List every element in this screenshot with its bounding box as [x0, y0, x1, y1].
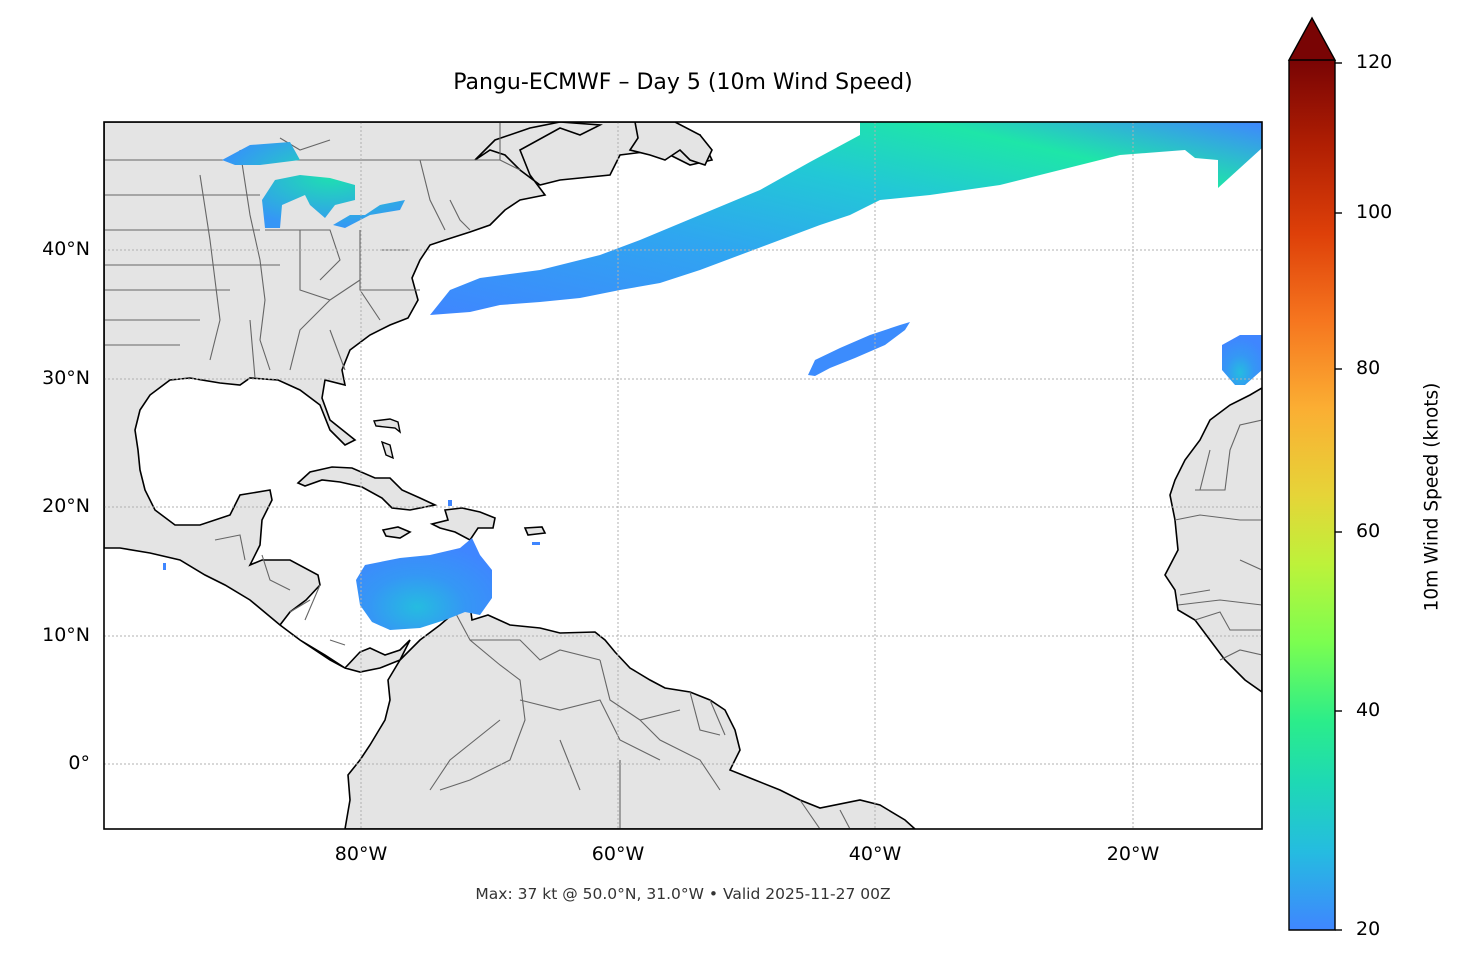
x-tick-60w: 60°W — [591, 843, 645, 865]
colorbar-tick-80: 80 — [1356, 357, 1381, 379]
africa-land — [1164, 387, 1262, 693]
y-tick-40n: 40°N — [42, 238, 90, 260]
colorbar-tick-40: 40 — [1356, 699, 1381, 721]
jamaica-land — [381, 526, 412, 539]
colorbar-tick-20: 20 — [1356, 918, 1381, 940]
wind-caribbean — [356, 538, 492, 630]
wind-great-lakes — [222, 142, 405, 228]
y-tick-30n: 30°N — [42, 367, 90, 389]
map-panel — [104, 122, 1262, 829]
wind-central-atlantic — [808, 322, 910, 376]
state-borders — [104, 122, 1262, 829]
hispaniola-land — [429, 507, 496, 542]
colorbar-extend-arrow — [1287, 16, 1337, 61]
x-tick-80w: 80°W — [334, 843, 388, 865]
y-tick-20n: 20°N — [42, 495, 90, 517]
gridlines — [104, 122, 1262, 829]
north-america-land — [104, 122, 714, 673]
wind-jet-band — [430, 122, 1262, 315]
colorbar — [1287, 16, 1342, 931]
newfoundland-land — [628, 122, 713, 166]
wind-speed-overlay — [163, 122, 1262, 630]
map-frame — [103, 121, 1263, 830]
max-wind-caption: Max: 37 kt @ 50.0°N, 31.0°W • Valid 2025… — [475, 885, 891, 903]
colorbar-tick-120: 120 — [1356, 51, 1393, 73]
colorbar-label: 10m Wind Speed (knots) — [1421, 382, 1443, 612]
y-tick-0: 0° — [68, 752, 90, 774]
cuba-land — [296, 466, 438, 511]
chart-title: Pangu-ECMWF – Day 5 (10m Wind Speed) — [453, 70, 913, 95]
south-america-land — [344, 603, 917, 829]
colorbar-tick-60: 60 — [1356, 520, 1381, 542]
x-tick-40w: 40°W — [848, 843, 902, 865]
colorbar-tick-100: 100 — [1356, 201, 1393, 223]
y-tick-10n: 10°N — [42, 624, 90, 646]
bahamas-land — [373, 418, 402, 460]
x-tick-20w: 20°W — [1106, 843, 1160, 865]
puerto-rico-land — [523, 526, 547, 536]
wind-canaries — [1222, 335, 1262, 385]
